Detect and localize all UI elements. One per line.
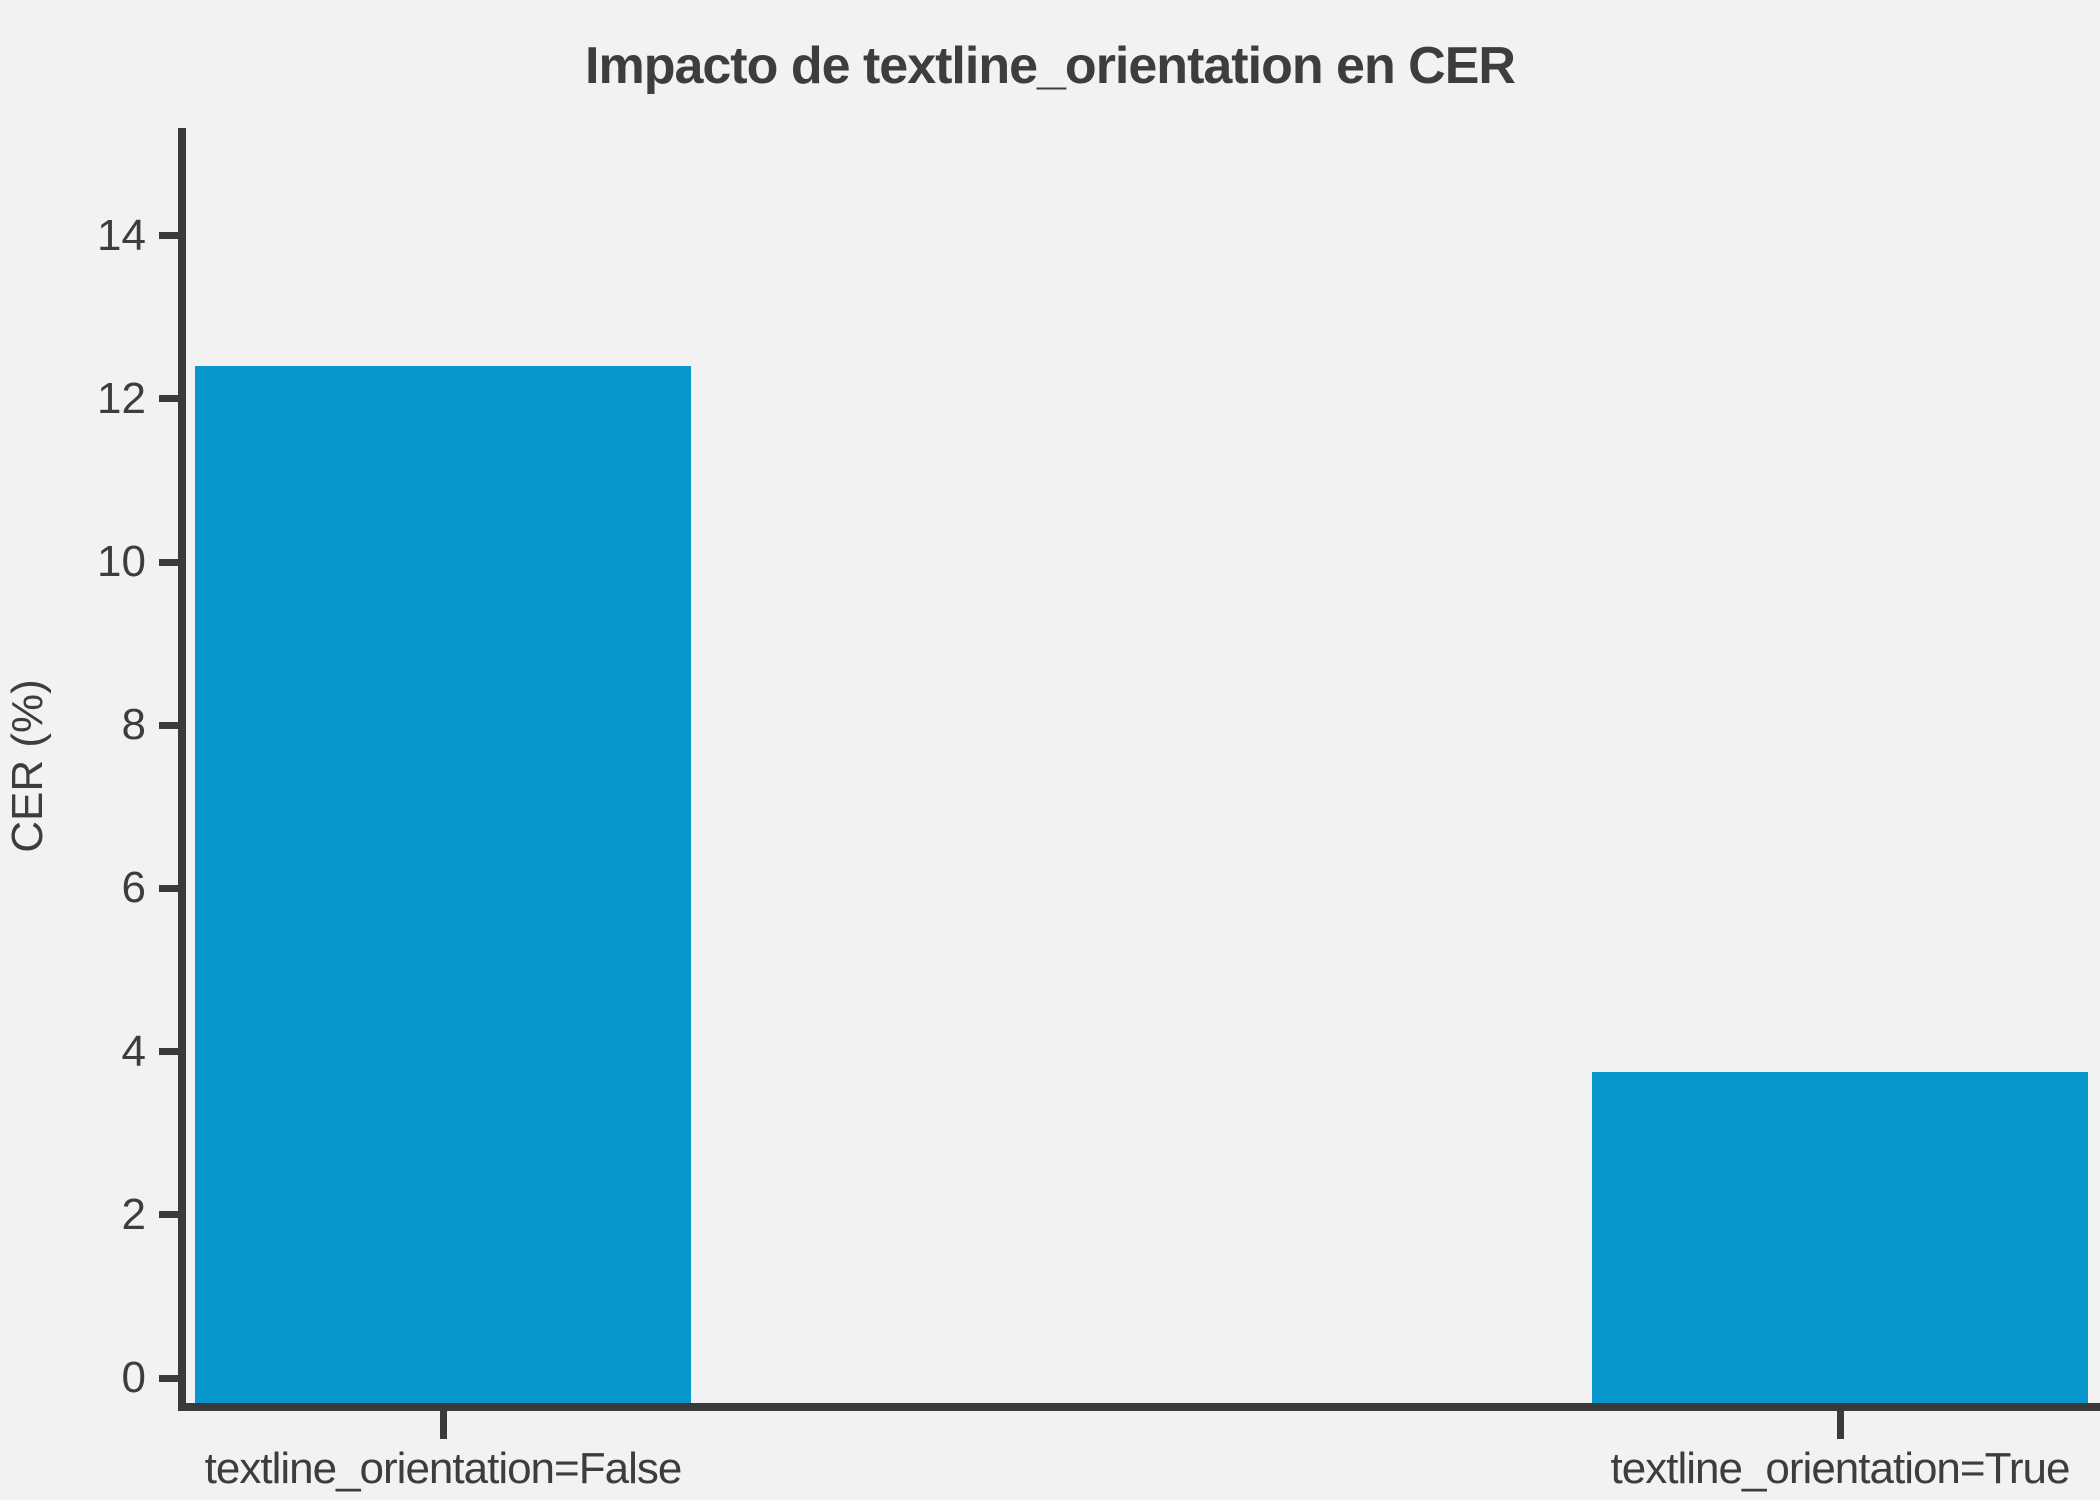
y-tick-mark: [159, 558, 178, 566]
y-tick-mark: [159, 232, 178, 240]
y-tick-mark: [159, 1048, 178, 1056]
x-axis-spine: [178, 1403, 2100, 1411]
y-tick-mark: [159, 395, 178, 403]
y-tick-label: 6: [121, 863, 146, 913]
bar-2: [1592, 1072, 2088, 1403]
x-tick-mark: [1836, 1411, 1844, 1439]
y-tick-label: 10: [97, 537, 146, 586]
y-tick-mark: [159, 1211, 178, 1219]
x-tick-label: textline_orientation=True: [1610, 1444, 2071, 1493]
y-tick-label: 12: [97, 373, 146, 423]
x-tick-mark: [439, 1411, 447, 1439]
y-tick-label: 14: [97, 210, 146, 260]
y-tick-mark: [159, 721, 178, 729]
y-tick-label: 8: [121, 700, 146, 750]
y-axis-spine: [178, 128, 186, 1411]
y-tick-label: 4: [121, 1026, 146, 1076]
y-tick-label: 2: [121, 1189, 146, 1239]
y-tick-label: 0: [121, 1353, 146, 1402]
bar-1: [195, 366, 691, 1403]
y-tick-mark: [159, 1374, 178, 1382]
x-tick-label: textline_orientation=False: [204, 1444, 683, 1493]
y-tick-mark: [159, 884, 178, 892]
chart-title: Impacto de textline_orientation en CER: [585, 37, 1516, 95]
